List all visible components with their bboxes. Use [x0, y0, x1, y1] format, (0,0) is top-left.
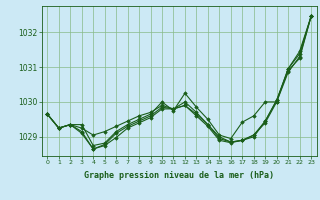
X-axis label: Graphe pression niveau de la mer (hPa): Graphe pression niveau de la mer (hPa) [84, 171, 274, 180]
